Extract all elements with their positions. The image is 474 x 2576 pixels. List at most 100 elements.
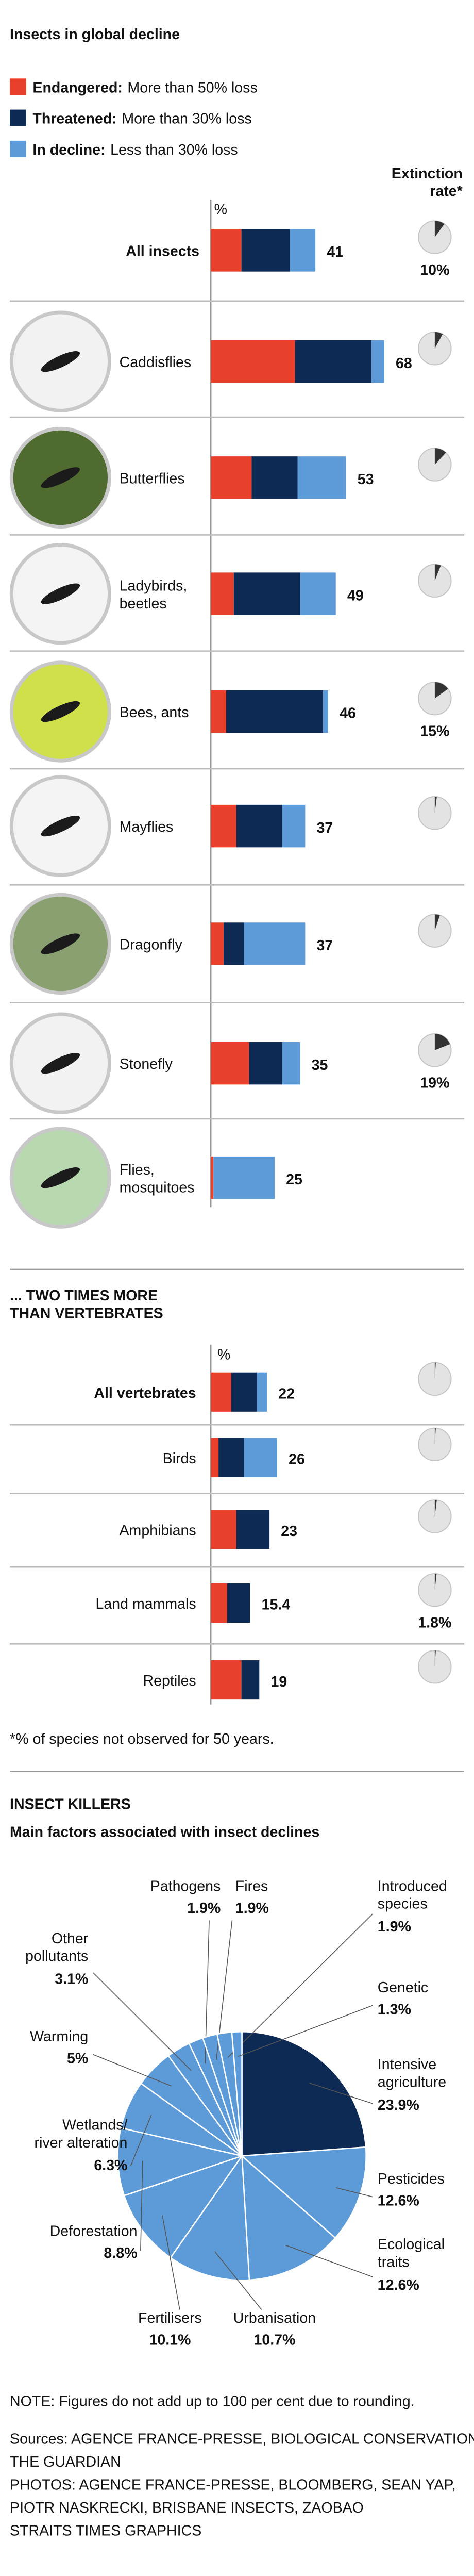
leader-line <box>93 1972 192 2071</box>
bar-segment <box>211 1372 231 1412</box>
leader-line <box>93 2054 172 2087</box>
pie-value-label: 5% <box>67 2051 88 2067</box>
extinction-pie-wedge <box>434 682 448 699</box>
leader-line <box>309 2083 373 2104</box>
unit-label: % <box>214 202 227 218</box>
insect-icon <box>41 467 80 488</box>
pie-value-label: 10.1% <box>149 2332 191 2348</box>
bar-segment <box>295 340 372 383</box>
extinction-label: 10% <box>420 262 449 278</box>
bar-segment <box>226 690 323 733</box>
extinction-pie-wedge <box>434 448 446 465</box>
insect-icon <box>41 815 80 837</box>
category-label: All insects <box>126 243 199 260</box>
pie-category: Genetic <box>378 1979 428 1996</box>
extinction-title: Extinction rate* <box>392 166 463 200</box>
pie-value-label: 1.3% <box>378 2002 411 2018</box>
pie-value-label: 10.7% <box>253 2332 295 2348</box>
pie-category: Warming <box>30 2028 88 2045</box>
bar-segment <box>282 804 306 848</box>
legend-entry: In decline: Less than 30% loss <box>32 142 238 158</box>
pie-category: Urbanisation <box>233 2310 316 2326</box>
pie-category: Pathogens <box>150 1878 221 1894</box>
bar-segment <box>236 804 282 848</box>
legend-name: Endangered: <box>32 79 122 96</box>
insect-icon <box>41 583 80 604</box>
bar-segment <box>211 1660 242 1700</box>
leader-line <box>214 2251 262 2310</box>
bar-segment <box>211 340 295 383</box>
pie-category: Deforestation <box>50 2223 138 2240</box>
bar-segment <box>218 1438 244 1477</box>
unit-label: % <box>217 1346 230 1363</box>
bar-segment <box>211 229 242 272</box>
bar-segment <box>323 690 328 733</box>
extinction-pie-wedge <box>434 914 440 931</box>
source-line: THE GUARDIAN <box>10 2454 121 2470</box>
extinction-pie-wedge <box>434 1650 436 1667</box>
legend-description: Less than 30% loss <box>110 142 238 158</box>
pie-slice <box>123 2154 244 2259</box>
category-label: Birds <box>163 1450 196 1467</box>
pie-value-label: 12.6% <box>378 2277 419 2293</box>
bar-segment <box>241 229 290 272</box>
legend-swatch <box>10 109 26 126</box>
category-label: Land mammals <box>96 1596 196 1612</box>
bar-segment <box>211 804 236 848</box>
bar-segment <box>244 922 306 965</box>
title: Insects in global decline <box>10 26 180 43</box>
total-label: 26 <box>289 1451 305 1467</box>
insect-icon <box>41 701 80 722</box>
bar-segment <box>251 456 298 499</box>
pie-value-label: 6.3% <box>94 2157 127 2174</box>
bar-segment <box>257 1372 267 1412</box>
extinction-pie-wedge <box>434 797 437 813</box>
bar-segment <box>213 1156 275 1199</box>
pie-category: Intensive agriculture <box>378 2056 446 2090</box>
source-line: Sources: AGENCE FRANCE-PRESSE, BIOLOGICA… <box>10 2431 474 2448</box>
insect-icon <box>41 351 80 372</box>
bar-segment <box>211 1042 249 1085</box>
extinction-label: 15% <box>420 723 449 740</box>
bar-segment <box>231 1372 257 1412</box>
bar-segment <box>241 1660 260 1700</box>
legend-name: Threatened: <box>32 111 116 127</box>
bar-segment <box>211 456 252 499</box>
pie-slice <box>170 2154 250 2281</box>
pie-value-label: 1.9% <box>187 1900 221 1917</box>
source-line: PIOTR NASKRECKI, BRISBANE INSECTS, ZAOBA… <box>10 2500 364 2516</box>
bar-segment <box>211 1156 214 1199</box>
bar-segment <box>211 1510 236 1549</box>
insect-icon <box>41 1052 80 1074</box>
bar-segment <box>300 572 336 615</box>
total-label: 25 <box>286 1171 302 1188</box>
leader-line <box>140 2160 143 2251</box>
category-label: Amphibians <box>120 1522 196 1539</box>
bar-segment <box>236 1510 270 1549</box>
category-label: All vertebrates <box>94 1385 196 1401</box>
total-label: 23 <box>281 1523 297 1540</box>
pie-slice <box>241 2154 336 2281</box>
category-label: Reptiles <box>143 1673 196 1689</box>
pie-slice <box>231 2030 243 2156</box>
pie-value-label: 23.9% <box>378 2097 419 2113</box>
bar-segment <box>211 1438 219 1477</box>
insect-icon <box>41 933 80 954</box>
bar-segment <box>211 922 224 965</box>
section-title: ... TWO TIMES MORE THAN VERTEBRATES <box>10 1287 163 1322</box>
pie-category: Pesticides <box>378 2171 445 2187</box>
extinction-pie-wedge <box>434 1573 437 1590</box>
category-label: Flies, mosquitoes <box>120 1162 195 1196</box>
section-title: INSECT KILLERS <box>10 1796 131 1813</box>
legend-entry: Threatened: More than 30% loss <box>32 111 251 127</box>
category-label: Mayflies <box>120 819 174 835</box>
source-line: PHOTOS: AGENCE FRANCE-PRESSE, BLOOMBERG,… <box>10 2476 456 2493</box>
total-label: 49 <box>347 587 364 604</box>
total-label: 68 <box>396 355 412 372</box>
bar-segment <box>297 456 346 499</box>
bar-segment <box>244 1438 277 1477</box>
leader-line <box>130 2115 152 2166</box>
bar-segment <box>371 340 384 383</box>
category-label: Caddisflies <box>120 354 192 371</box>
